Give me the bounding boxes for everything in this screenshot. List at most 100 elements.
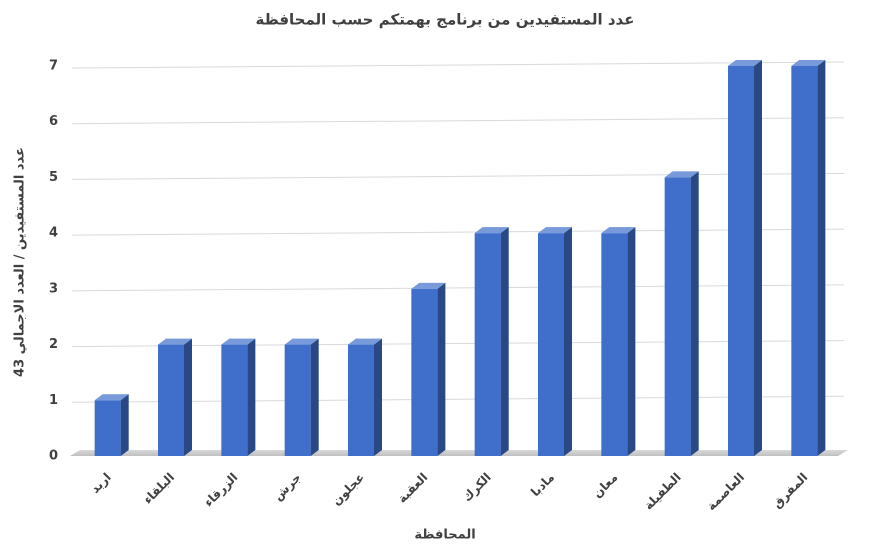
- grid-line: [71, 340, 845, 348]
- bar-side-shade: [754, 60, 762, 456]
- bar-top-shade: [538, 227, 572, 234]
- bar-front: [158, 344, 184, 456]
- bar: [284, 338, 319, 456]
- bar-side: [564, 227, 572, 456]
- y-tick-label: 1: [49, 393, 58, 408]
- bar-top-shade: [474, 227, 509, 234]
- x-tick-label: العقبة: [395, 470, 431, 506]
- bar-side: [754, 60, 762, 456]
- bar-side-shade: [374, 338, 382, 456]
- bar: [728, 60, 762, 456]
- bar-front: [411, 288, 438, 456]
- y-axis-title: عدد المستفيدين / العدد الاجمالي 43: [13, 147, 28, 377]
- y-tick-label: 3: [49, 281, 58, 296]
- x-axis-title: المحافظة: [414, 528, 475, 543]
- y-tick-label: 6: [49, 114, 58, 129]
- bar: [221, 338, 256, 456]
- bar-side-shade: [627, 227, 636, 456]
- x-tick-label: المفرق: [770, 470, 811, 511]
- bar-side: [817, 60, 826, 456]
- bar-side-shade: [564, 227, 572, 456]
- bar-side: [184, 338, 192, 456]
- bar-front: [601, 233, 628, 456]
- bar: [601, 227, 636, 456]
- x-tick-label: معان: [590, 470, 620, 500]
- y-tick-label: 4: [49, 226, 58, 241]
- bar-top: [474, 227, 509, 234]
- bar-front: [728, 66, 754, 456]
- bar: [791, 60, 826, 456]
- x-tick-label: البلقاء: [141, 470, 178, 507]
- bar-top: [94, 394, 129, 401]
- bar-side-shade: [184, 338, 192, 456]
- y-tick-label: 0: [49, 449, 58, 464]
- bar-side-shade: [247, 338, 256, 456]
- bar-front: [664, 177, 691, 456]
- bar-top: [538, 227, 572, 234]
- x-tick-label: الكرك: [460, 470, 494, 504]
- bar-side: [120, 394, 129, 456]
- bar-side-shade: [817, 60, 826, 456]
- y-tick-label: 2: [49, 337, 58, 352]
- bar-top-shade: [348, 338, 382, 345]
- bar: [158, 338, 192, 456]
- bar-side: [627, 227, 636, 456]
- y-tick-label: 5: [49, 170, 58, 185]
- grid-line: [71, 395, 845, 403]
- bar-front: [474, 233, 501, 456]
- bar-top-shade: [601, 227, 636, 234]
- chart-title: عدد المستفيدين من برنامج بهمتكم حسب المح…: [256, 11, 635, 29]
- bar-side: [247, 338, 256, 456]
- bar-front: [221, 344, 248, 456]
- bar: [348, 338, 382, 456]
- bar-front: [94, 400, 121, 456]
- grid-line: [71, 284, 845, 292]
- x-tick-label: الطفيلة: [641, 470, 683, 512]
- bar-top-shade: [284, 338, 319, 345]
- bar-top-shade: [791, 60, 826, 66]
- bar: [474, 227, 509, 456]
- bar-top: [158, 338, 192, 345]
- bar: [538, 227, 572, 456]
- x-tick-label: اربد: [88, 470, 114, 496]
- bar-top-shade: [158, 338, 192, 345]
- bar-side-shade: [120, 394, 129, 456]
- bar-top: [791, 60, 826, 66]
- grid-line: [71, 172, 845, 180]
- bar-side-shade: [310, 338, 319, 456]
- x-tick-label: العاصمة: [704, 470, 747, 513]
- bar-top: [728, 60, 762, 66]
- bar-side: [690, 171, 699, 456]
- bar-top: [601, 227, 636, 234]
- bar-top-shade: [94, 394, 129, 401]
- bar-side-shade: [690, 171, 699, 456]
- bar-side: [437, 282, 446, 456]
- bar-side: [374, 338, 382, 456]
- floor: [70, 450, 848, 456]
- x-tick-label: الزرقاء: [201, 470, 240, 509]
- bar-front: [348, 344, 374, 456]
- bar-top: [221, 338, 256, 345]
- grid-line: [71, 117, 845, 125]
- grid-line: [71, 61, 845, 69]
- bar-top: [348, 338, 382, 345]
- bar-side-shade: [437, 282, 446, 456]
- grid-line: [71, 228, 845, 236]
- bar-front: [538, 233, 564, 456]
- bar: [411, 282, 446, 456]
- bar-top-shade: [411, 282, 446, 289]
- bar-top-shade: [728, 60, 762, 66]
- bar-top-shade: [221, 338, 256, 345]
- y-tick-label: 7: [49, 59, 58, 74]
- x-tick-label: عجلون: [329, 470, 368, 509]
- bar: [664, 171, 699, 456]
- bar-side: [500, 227, 509, 456]
- bar: [94, 394, 129, 456]
- bar-side: [310, 338, 319, 456]
- bar-top: [284, 338, 319, 345]
- bar-front: [791, 66, 818, 456]
- bar-side-shade: [500, 227, 509, 456]
- x-tick-label: مادبا: [528, 470, 557, 499]
- bar-top: [411, 282, 446, 289]
